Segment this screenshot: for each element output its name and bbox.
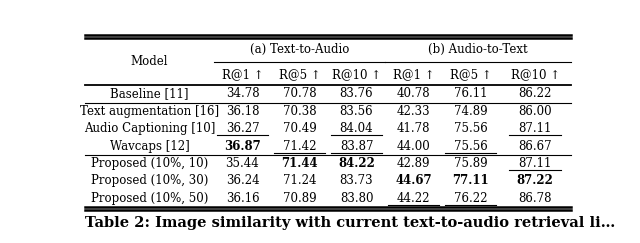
Text: 70.78: 70.78 [283, 87, 316, 101]
Text: R@1 ↑: R@1 ↑ [221, 68, 263, 81]
Text: 70.49: 70.49 [283, 122, 316, 135]
Text: 83.73: 83.73 [340, 174, 373, 188]
Text: 71.42: 71.42 [283, 140, 316, 153]
Text: 44.22: 44.22 [397, 192, 430, 205]
Text: 87.11: 87.11 [518, 157, 552, 170]
Text: 87.22: 87.22 [516, 174, 554, 188]
Text: Wavcaps [12]: Wavcaps [12] [109, 140, 189, 153]
Text: 44.00: 44.00 [397, 140, 431, 153]
Text: 71.24: 71.24 [283, 174, 316, 188]
Text: 75.89: 75.89 [454, 157, 488, 170]
Text: Proposed (10%, 30): Proposed (10%, 30) [91, 174, 208, 188]
Text: 71.44: 71.44 [281, 157, 318, 170]
Text: 83.87: 83.87 [340, 140, 373, 153]
Text: 34.78: 34.78 [226, 87, 259, 101]
Text: 86.00: 86.00 [518, 105, 552, 118]
Text: 44.67: 44.67 [396, 174, 432, 188]
Text: 36.87: 36.87 [224, 140, 261, 153]
Text: 41.78: 41.78 [397, 122, 430, 135]
Text: 70.89: 70.89 [283, 192, 316, 205]
Text: 36.24: 36.24 [226, 174, 259, 188]
Text: Proposed (10%, 10): Proposed (10%, 10) [91, 157, 208, 170]
Text: 76.22: 76.22 [454, 192, 487, 205]
Text: 87.11: 87.11 [518, 122, 552, 135]
Text: (b) Audio-to-Text: (b) Audio-to-Text [428, 43, 528, 56]
Text: 84.04: 84.04 [340, 122, 373, 135]
Text: 83.76: 83.76 [340, 87, 373, 101]
Text: R@1 ↑: R@1 ↑ [393, 68, 435, 81]
Text: 86.67: 86.67 [518, 140, 552, 153]
Text: Table 2: Image similarity with current text-to-audio retrieval li…: Table 2: Image similarity with current t… [85, 216, 615, 230]
Text: Text augmentation [16]: Text augmentation [16] [80, 105, 219, 118]
Text: 75.56: 75.56 [454, 140, 488, 153]
Text: 83.80: 83.80 [340, 192, 373, 205]
Text: 77.11: 77.11 [452, 174, 489, 188]
Text: Baseline [11]: Baseline [11] [110, 87, 189, 101]
Text: 83.56: 83.56 [340, 105, 373, 118]
Text: 36.27: 36.27 [226, 122, 259, 135]
Text: 86.22: 86.22 [518, 87, 552, 101]
Text: 86.78: 86.78 [518, 192, 552, 205]
Text: 36.18: 36.18 [226, 105, 259, 118]
Text: Audio Captioning [10]: Audio Captioning [10] [84, 122, 215, 135]
Text: R@5 ↑: R@5 ↑ [450, 68, 492, 81]
Text: 42.89: 42.89 [397, 157, 430, 170]
Text: (a) Text-to-Audio: (a) Text-to-Audio [250, 43, 349, 56]
Text: 74.89: 74.89 [454, 105, 488, 118]
Text: 40.78: 40.78 [397, 87, 430, 101]
Text: 70.38: 70.38 [283, 105, 316, 118]
Text: 75.56: 75.56 [454, 122, 488, 135]
Text: Proposed (10%, 50): Proposed (10%, 50) [91, 192, 208, 205]
Text: R@5 ↑: R@5 ↑ [278, 68, 321, 81]
Text: R@10 ↑: R@10 ↑ [332, 68, 381, 81]
Text: Model: Model [131, 55, 168, 68]
Text: 35.44: 35.44 [225, 157, 259, 170]
Text: R@10 ↑: R@10 ↑ [511, 68, 559, 81]
Text: 42.33: 42.33 [397, 105, 430, 118]
Text: 76.11: 76.11 [454, 87, 487, 101]
Text: 36.16: 36.16 [226, 192, 259, 205]
Text: 84.22: 84.22 [338, 157, 375, 170]
